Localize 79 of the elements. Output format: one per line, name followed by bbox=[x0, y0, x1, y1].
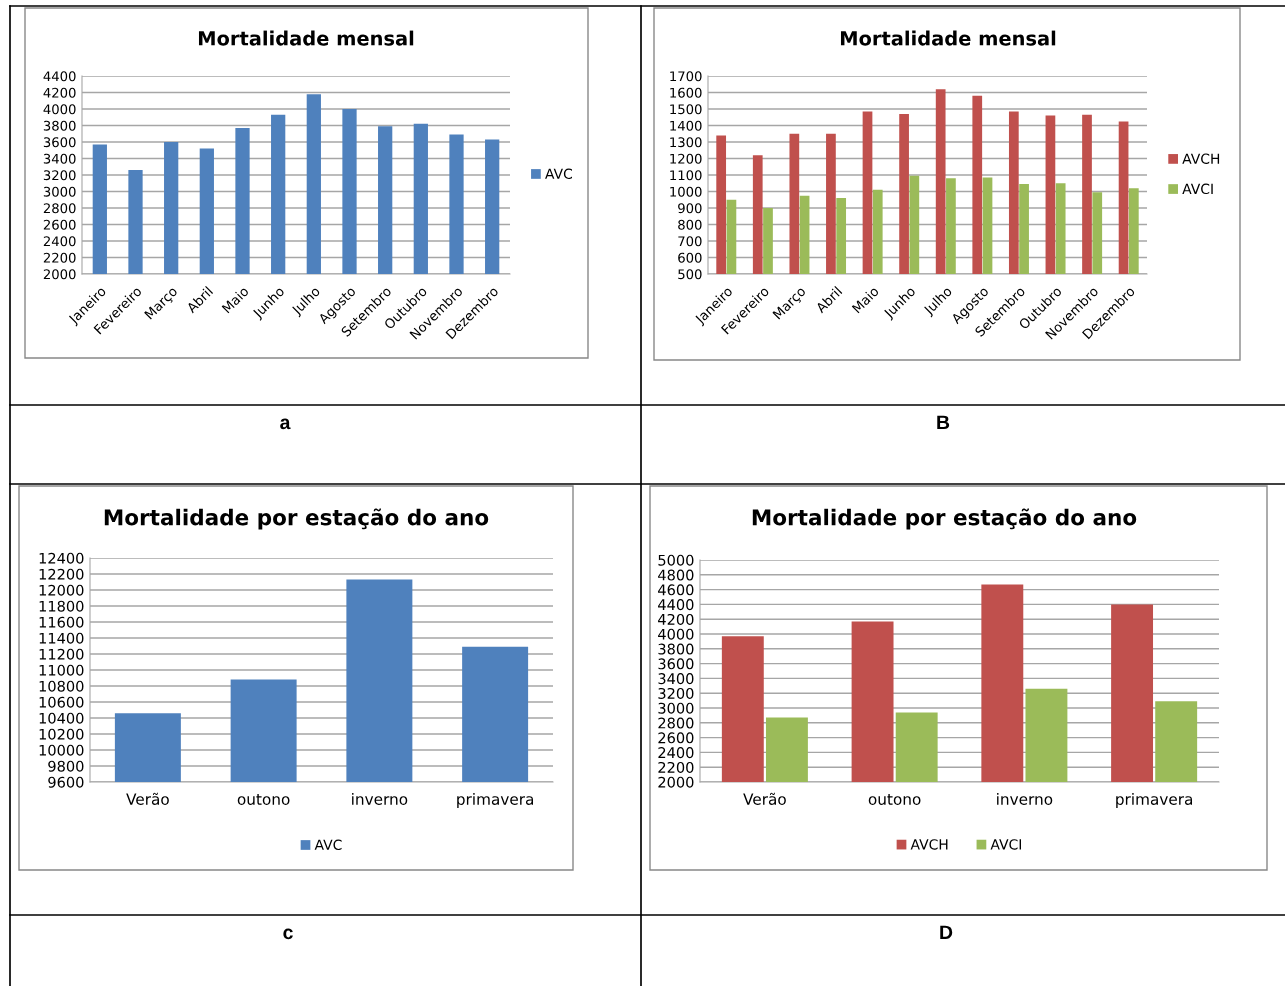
chart-title: Mortalidade por estação do ano bbox=[104, 508, 489, 530]
y-tick-label: 700 bbox=[678, 236, 702, 247]
chart-title: Mortalidade mensal bbox=[198, 30, 414, 46]
legend-label: AVCI bbox=[1182, 183, 1213, 195]
y-tick-label: 1400 bbox=[670, 120, 702, 131]
y-tick-label: 11000 bbox=[39, 664, 84, 676]
y-tick-label: 4600 bbox=[658, 584, 694, 596]
y-tick-label: 1200 bbox=[670, 153, 702, 164]
y-tick-label: 2600 bbox=[43, 219, 76, 230]
y-tick-label: 2600 bbox=[658, 732, 694, 744]
y-tick-label: 9600 bbox=[48, 776, 84, 788]
y-tick-label: 4400 bbox=[43, 71, 76, 82]
y-tick-label: 4800 bbox=[658, 569, 694, 581]
y-tick-label: 800 bbox=[678, 219, 702, 230]
y-tick-label: 3200 bbox=[658, 687, 694, 699]
x-tick-label: inverno bbox=[997, 793, 1053, 805]
y-tick-label: 3800 bbox=[43, 120, 76, 131]
x-tick-label: outono bbox=[868, 793, 921, 805]
y-tick-label: 1600 bbox=[670, 87, 702, 98]
text: B bbox=[937, 415, 950, 430]
y-tick-label: 1300 bbox=[670, 137, 702, 148]
y-tick-label: 2400 bbox=[43, 236, 76, 247]
x-tick-label: Verão bbox=[126, 792, 169, 805]
y-tick-label: 3600 bbox=[43, 137, 76, 148]
y-tick-label: 10000 bbox=[39, 744, 84, 756]
x-tick-label: primavera bbox=[1116, 793, 1193, 808]
y-tick-label: 2000 bbox=[43, 269, 76, 280]
x-tick-label: inverno bbox=[352, 793, 408, 805]
y-tick-label: 2000 bbox=[658, 776, 694, 788]
y-tick-label: 11200 bbox=[39, 648, 84, 660]
y-tick-label: 12000 bbox=[39, 584, 84, 596]
chart-title: Mortalidade mensal bbox=[840, 30, 1056, 46]
y-tick-label: 4000 bbox=[658, 628, 694, 640]
x-tick-label: primavera bbox=[457, 793, 534, 808]
y-tick-label: 2800 bbox=[658, 717, 694, 729]
y-tick-label: 4200 bbox=[43, 87, 76, 98]
text: a bbox=[280, 418, 291, 430]
y-tick-label: 9800 bbox=[48, 760, 84, 772]
y-tick-label: 12400 bbox=[39, 552, 84, 564]
y-tick-label: 1000 bbox=[670, 186, 702, 197]
text: c bbox=[283, 928, 293, 940]
text: D bbox=[940, 925, 953, 940]
x-tick-label: outono bbox=[237, 793, 290, 805]
y-tick-label: 2200 bbox=[43, 252, 76, 263]
y-tick-label: 10800 bbox=[39, 680, 84, 692]
y-tick-label: 2200 bbox=[658, 761, 694, 773]
y-tick-label: 500 bbox=[678, 269, 702, 280]
y-tick-label: 3400 bbox=[43, 153, 76, 164]
y-tick-label: 10600 bbox=[39, 696, 84, 708]
y-tick-label: 1500 bbox=[670, 104, 702, 115]
y-tick-label: 11800 bbox=[39, 600, 84, 612]
y-tick-label: 10400 bbox=[39, 712, 84, 724]
legend-label: AVCI bbox=[990, 839, 1021, 850]
y-tick-label: 10200 bbox=[39, 728, 84, 740]
y-tick-label: 3800 bbox=[658, 643, 694, 655]
chart-title: Mortalidade por estação do ano bbox=[752, 508, 1137, 530]
y-tick-label: 3000 bbox=[43, 186, 76, 197]
x-tick-label: Verão bbox=[743, 792, 786, 805]
legend-label: AVCH bbox=[1182, 153, 1220, 164]
y-tick-label: 3000 bbox=[658, 702, 694, 714]
y-tick-label: 1700 bbox=[670, 71, 702, 82]
y-tick-label: 1100 bbox=[670, 170, 702, 181]
legend-label: AVC bbox=[545, 168, 573, 180]
y-tick-label: 12200 bbox=[39, 568, 84, 580]
y-tick-label: 2800 bbox=[43, 203, 76, 214]
legend-label: AVC bbox=[314, 839, 342, 851]
y-tick-label: 2400 bbox=[658, 747, 694, 759]
y-tick-label: 4400 bbox=[658, 599, 694, 611]
y-tick-label: 3200 bbox=[43, 170, 76, 181]
y-tick-label: 11600 bbox=[39, 616, 84, 628]
y-tick-label: 3400 bbox=[658, 673, 694, 685]
y-tick-label: 4000 bbox=[43, 104, 76, 115]
y-tick-label: 900 bbox=[678, 203, 702, 214]
y-tick-label: 3600 bbox=[658, 658, 694, 670]
y-tick-label: 5000 bbox=[658, 554, 694, 566]
y-tick-label: 4200 bbox=[658, 613, 694, 625]
y-tick-label: 600 bbox=[678, 252, 702, 263]
legend-label: AVCH bbox=[910, 839, 948, 850]
y-tick-label: 11400 bbox=[39, 632, 84, 644]
